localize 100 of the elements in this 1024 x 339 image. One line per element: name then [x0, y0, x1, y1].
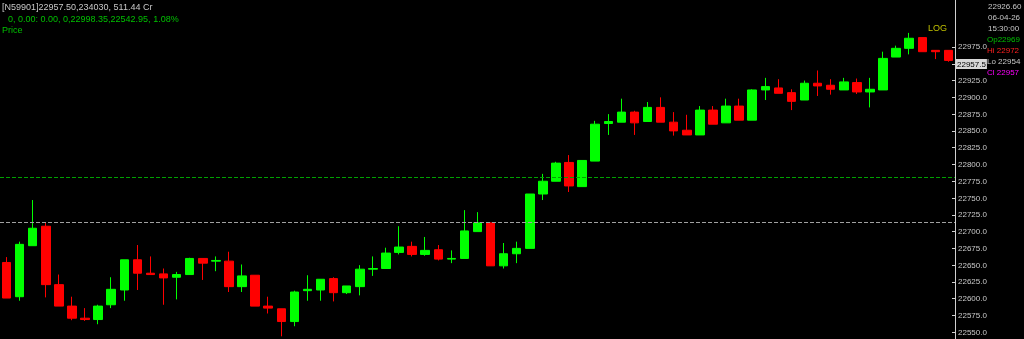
- candlestick: [695, 105, 705, 136]
- candlestick: [93, 304, 103, 325]
- candlestick: [473, 211, 482, 233]
- candlestick: [277, 308, 286, 337]
- y-tick-label: 22900.0: [958, 92, 988, 102]
- candlestick: [250, 274, 260, 307]
- text: 06-04-26: [988, 12, 1021, 22]
- candlestick: [617, 98, 626, 123]
- candlestick: [944, 49, 953, 63]
- candlestick: [931, 49, 940, 60]
- text: 22957.5: [957, 59, 987, 69]
- candlestick: [918, 37, 927, 53]
- candlestick: [146, 255, 155, 276]
- candlestick: [852, 78, 862, 95]
- candlestick: [734, 98, 744, 121]
- candlestick: [826, 78, 835, 96]
- candlestick: [172, 271, 181, 300]
- candlestick: [394, 225, 404, 255]
- text: 15:30:00: [988, 23, 1020, 33]
- candlestick: [329, 276, 338, 302]
- text: Cl 22957: [987, 67, 1020, 77]
- candlestick: [761, 77, 770, 101]
- candlestick: [604, 113, 613, 136]
- candlestick: [669, 111, 678, 137]
- candlestick: [800, 80, 809, 101]
- text: Hi 22972: [987, 45, 1020, 55]
- candlestick: [303, 274, 312, 302]
- candlestick: [525, 193, 535, 249]
- candlestick: [590, 120, 600, 162]
- candlestick: [643, 101, 652, 122]
- candlestick: [224, 251, 234, 293]
- candlestick: [185, 257, 194, 276]
- candlestick: [381, 247, 391, 270]
- text: Lo 22954: [987, 56, 1021, 66]
- candlestick: [106, 276, 116, 309]
- y-tick-label: 22650.0: [958, 260, 988, 270]
- y-tick-label: 22975.0: [958, 42, 988, 52]
- candlestick: [2, 256, 11, 299]
- candlestick: [120, 259, 129, 302]
- candlestick: [538, 173, 548, 201]
- annotation: [N59901]22957.50,234030, 511.44 Cr: [2, 1, 153, 12]
- candlestick: [15, 241, 24, 302]
- annotation: 0, 0.00: 0.00, 0,22998.35,22542.95, 1.08%: [8, 13, 179, 24]
- candlestick: [368, 255, 378, 277]
- y-tick-label: 22800.0: [958, 159, 988, 169]
- candlestick: [512, 241, 521, 264]
- y-tick-label: 22600.0: [958, 294, 988, 304]
- candlestick: [407, 241, 417, 257]
- candlestick: [747, 88, 757, 121]
- candlestick: [865, 77, 875, 108]
- candlestick: [774, 78, 783, 94]
- y-tick-label: 22775.0: [958, 176, 988, 186]
- candlestick: [551, 161, 561, 182]
- candlestick: [80, 307, 90, 322]
- candlestick: [342, 285, 351, 295]
- candlestick: [54, 274, 64, 307]
- candlestick: [198, 257, 208, 281]
- y-tick-label: 22700.0: [958, 227, 988, 237]
- candlestick: [839, 77, 849, 91]
- candlestick: [133, 244, 142, 291]
- candlestick: [263, 296, 273, 314]
- candlestick: [787, 88, 796, 111]
- text: Op22969: [987, 34, 1021, 44]
- candlestick: [630, 110, 639, 136]
- y-tick-label: 22675.0: [958, 243, 988, 253]
- candlestick: [813, 69, 822, 97]
- y-tick-label: 22550.0: [958, 327, 988, 337]
- candlestick: [28, 199, 37, 247]
- candlestick: [237, 263, 247, 293]
- candlestick: [316, 278, 325, 302]
- candlestick: [290, 290, 299, 327]
- y-tick-label: 22925.0: [958, 76, 988, 86]
- candlestick: [67, 296, 77, 321]
- candlestick: [721, 98, 731, 124]
- y-tick-label: 22850.0: [958, 126, 988, 136]
- candlestick: [434, 244, 443, 261]
- candlestick: [420, 236, 430, 257]
- candlestick: [564, 154, 574, 193]
- candlestick: [355, 264, 365, 296]
- candlestick: [682, 114, 692, 136]
- candlestick: [447, 249, 456, 264]
- candlestick: [904, 32, 914, 55]
- candlestick: [486, 222, 495, 267]
- y-tick-label: 22750.0: [958, 193, 988, 203]
- candlestick: [708, 105, 718, 125]
- candlestick: [656, 96, 665, 123]
- candlestick: [460, 209, 469, 259]
- y-tick-label: 22725.0: [958, 210, 988, 220]
- text: 22926.60: [988, 1, 1022, 11]
- candlestick: [878, 51, 888, 91]
- y-tick-label: 22575.0: [958, 311, 988, 321]
- candlestick: [577, 159, 587, 188]
- candlestick: [891, 45, 901, 58]
- candlestick: [499, 242, 508, 270]
- annotation: LOG: [928, 22, 948, 33]
- candlestick: [211, 255, 221, 272]
- candlestick: [159, 268, 168, 306]
- y-tick-label: 22825.0: [958, 143, 988, 153]
- annotation: Price: [2, 24, 23, 35]
- y-tick-label: 22625.0: [958, 277, 988, 287]
